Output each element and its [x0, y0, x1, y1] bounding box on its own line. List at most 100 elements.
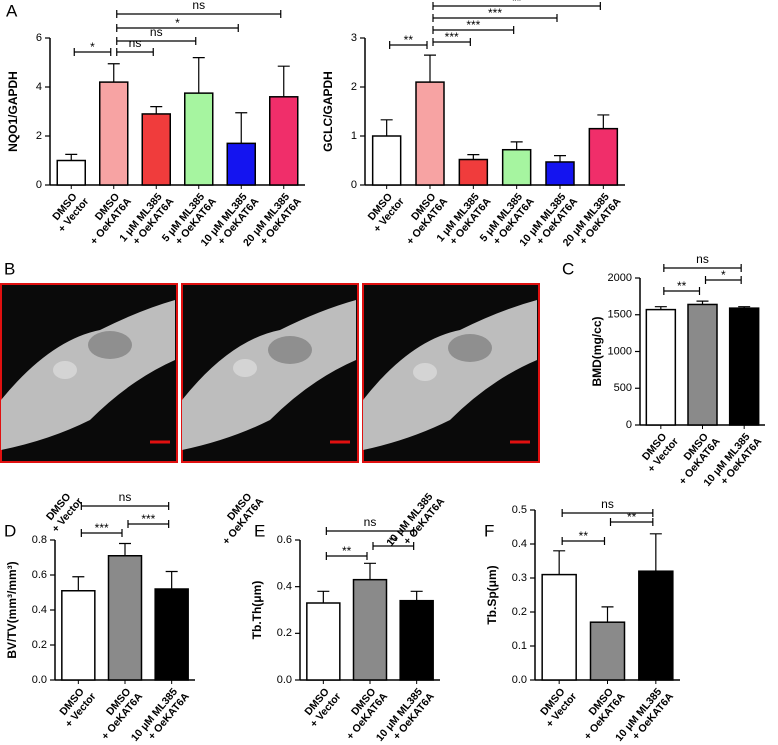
significance-label: *** — [141, 512, 155, 526]
error-bar — [165, 570, 178, 589]
bar — [545, 161, 575, 186]
bar — [687, 303, 718, 426]
bar — [399, 599, 434, 681]
bar-chart: 0.0 0.2 0.4 0.6 Tb.Th(μm) ** ** ns — [250, 515, 440, 686]
bar — [638, 570, 674, 681]
significance-label: * — [721, 268, 726, 282]
significance-bracket — [663, 287, 701, 295]
significance-bracket — [73, 48, 112, 56]
error-bar — [467, 154, 480, 160]
y-axis-title: Tb.Th(μm) — [250, 581, 264, 640]
bar — [645, 308, 677, 426]
bar — [269, 96, 299, 186]
category-label: DMSO+ Vector — [538, 686, 579, 730]
significance-bracket — [325, 527, 415, 535]
bar — [56, 159, 86, 186]
bar — [541, 573, 577, 681]
panel-label: A — [6, 1, 18, 20]
error-bar — [553, 550, 566, 575]
y-tick-label: 3 — [351, 32, 357, 44]
significance-bracket — [561, 537, 606, 545]
panel-label: B — [4, 259, 15, 278]
y-tick-label: 4 — [36, 81, 42, 93]
significance-label: *** — [95, 521, 109, 535]
bar — [588, 127, 619, 186]
micro-ct-images — [0, 283, 540, 463]
significance-label: ** — [677, 279, 687, 293]
y-axis-title: NQO1/GAPDH — [6, 71, 20, 152]
micro-ct-image — [181, 283, 359, 463]
significance-bracket — [116, 10, 282, 18]
panel-label: D — [4, 521, 16, 540]
y-tick-label: 0.5 — [512, 504, 527, 516]
y-tick-label: 2 — [36, 130, 42, 142]
bar — [352, 578, 388, 681]
significance-label: ** — [512, 0, 522, 8]
category-label: 10 μM ML385+ OeKAT6A — [613, 686, 676, 744]
significance-label: ns — [364, 515, 377, 529]
significance-label: ns — [150, 25, 163, 39]
y-tick-label: 0 — [36, 179, 42, 191]
bar — [61, 590, 96, 681]
category-label: DMSO+ Vector — [44, 491, 85, 535]
significance-bracket — [432, 14, 558, 22]
y-tick-label: 2000 — [608, 272, 632, 284]
error-bar — [65, 153, 78, 161]
y-tick-label: 0.0 — [32, 674, 47, 686]
y-axis-title: BV/TV(mm³/mm³) — [5, 561, 19, 658]
error-bar — [424, 54, 436, 83]
y-axis-title: GCLC/GAPDH — [321, 71, 335, 152]
y-tick-label: 2 — [351, 81, 357, 93]
y-axis-title: Tb.Sp(μm) — [485, 565, 499, 624]
category-label: DMSO+ Vector — [366, 191, 407, 235]
y-tick-label: 0.2 — [32, 639, 47, 651]
category-label: DMSO+ Vector — [302, 686, 343, 730]
y-tick-label: 6 — [36, 32, 42, 44]
bar — [306, 602, 341, 681]
y-tick-label: 0.0 — [512, 674, 527, 686]
error-bar — [364, 562, 376, 580]
bar — [501, 148, 532, 186]
significance-label: ** — [342, 544, 352, 558]
category-label: DMSO+ Vector — [640, 431, 681, 475]
significance-label: ** — [389, 534, 399, 548]
significance-bracket — [127, 520, 170, 528]
error-bar — [107, 63, 120, 83]
y-tick-label: 0.2 — [512, 606, 527, 618]
error-bar — [410, 590, 423, 601]
y-tick-label: 0.6 — [277, 534, 292, 546]
error-bar — [554, 155, 566, 162]
bar — [458, 158, 489, 186]
bar-chart: 0.0 0.1 0.2 0.3 0.4 0.5 Tb.Sp(μm) ** ** ns — [485, 497, 680, 686]
panel-label: E — [254, 521, 265, 540]
category-label: 10 μM ML385+ OeKAT6A — [374, 686, 437, 744]
significance-bracket — [704, 276, 742, 284]
significance-bracket — [372, 542, 415, 550]
y-tick-label: 0 — [626, 419, 632, 431]
error-bar — [649, 533, 662, 572]
significance-label: ns — [129, 36, 142, 50]
significance-bracket — [663, 264, 742, 272]
y-tick-label: 0.8 — [32, 534, 47, 546]
bar — [371, 135, 402, 186]
bar-chart: 0.0 0.2 0.4 0.6 0.8 BV/TV(mm³/mm³) *** *** ns — [5, 490, 195, 686]
significance-bracket — [116, 37, 197, 45]
bar — [154, 588, 189, 681]
significance-bracket — [432, 26, 515, 34]
significance-bracket — [432, 2, 601, 10]
error-bar — [119, 542, 131, 556]
y-tick-label: 1500 — [608, 309, 632, 321]
y-tick-label: 0.1 — [512, 640, 527, 652]
significance-bracket — [80, 502, 170, 510]
y-tick-label: 1 — [351, 130, 357, 142]
error-bar — [317, 590, 330, 603]
error-bar — [510, 141, 523, 150]
significance-label: * — [90, 40, 95, 54]
significance-label: ns — [192, 0, 205, 12]
bar — [141, 113, 171, 186]
error-bar — [277, 65, 290, 97]
error-bar — [380, 119, 393, 136]
